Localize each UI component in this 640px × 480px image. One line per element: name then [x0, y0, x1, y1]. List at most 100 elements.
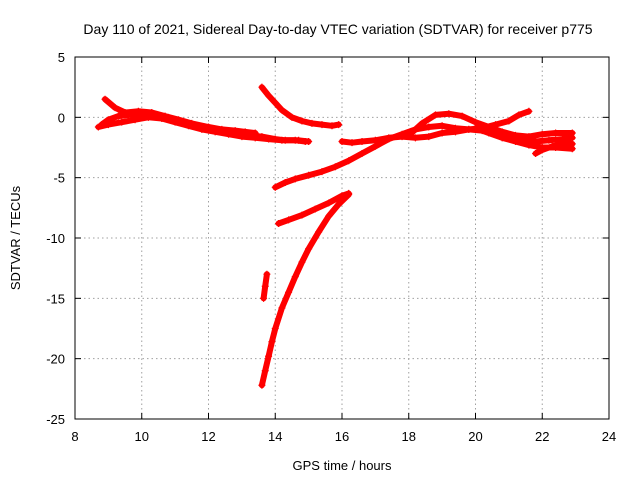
data-point — [438, 122, 446, 130]
data-point — [525, 141, 533, 149]
series-arc-4 — [258, 83, 343, 130]
data-point — [278, 106, 286, 114]
data-point — [472, 124, 479, 132]
y-tick-label: -15 — [46, 291, 65, 306]
data-point — [451, 128, 459, 136]
data-point — [158, 115, 166, 123]
y-tick-label: -5 — [53, 171, 65, 186]
y-tick-label: 0 — [58, 110, 65, 125]
data-point — [311, 205, 319, 213]
x-tick-label: 10 — [135, 429, 149, 444]
data-point — [345, 157, 353, 165]
data-point — [258, 83, 266, 91]
data-point — [184, 122, 192, 130]
data-point — [538, 130, 546, 138]
y-tick-label: -10 — [46, 231, 65, 246]
data-point — [261, 282, 269, 290]
data-point — [198, 125, 206, 133]
data-point — [121, 109, 129, 117]
data-point — [291, 136, 299, 144]
data-point — [425, 133, 433, 141]
data-point — [291, 175, 299, 183]
data-point — [498, 134, 506, 142]
data-point — [325, 199, 333, 207]
data-point — [515, 111, 523, 119]
data-point — [411, 134, 419, 142]
data-point — [398, 133, 406, 141]
data-point — [271, 325, 279, 332]
data-point — [358, 137, 366, 145]
data-point — [371, 136, 379, 144]
data-point — [260, 294, 268, 302]
data-point — [568, 140, 576, 148]
data-point — [371, 142, 379, 150]
data-point — [265, 135, 273, 143]
data-point — [338, 137, 346, 145]
data-point — [131, 116, 139, 124]
data-point — [472, 118, 479, 126]
series-arc-6 — [275, 189, 353, 228]
data-point — [498, 128, 506, 136]
data-series — [94, 83, 576, 389]
data-point — [325, 212, 333, 220]
data-point — [548, 142, 556, 150]
data-point — [305, 171, 313, 179]
data-point — [301, 137, 309, 145]
data-point — [144, 113, 152, 121]
data-point — [358, 150, 366, 158]
series-arc-8 — [260, 270, 271, 302]
data-point — [114, 112, 122, 120]
data-point — [335, 200, 343, 208]
data-point — [101, 95, 109, 103]
data-point — [285, 288, 293, 296]
data-point — [525, 107, 533, 115]
y-tick-label: -20 — [46, 352, 65, 367]
data-point — [345, 191, 353, 199]
data-point — [545, 136, 553, 144]
data-point — [118, 118, 126, 126]
data-point — [104, 121, 112, 129]
data-point — [171, 118, 179, 126]
data-point — [512, 137, 520, 145]
data-point — [405, 131, 413, 139]
data-point — [558, 140, 566, 148]
x-tick-label: 16 — [335, 429, 349, 444]
data-point — [278, 136, 286, 144]
data-point — [275, 220, 283, 228]
data-point — [552, 129, 560, 137]
chart-title: Day 110 of 2021, Sidereal Day-to-day VTE… — [83, 21, 592, 37]
y-tick-label: -25 — [46, 412, 65, 427]
series-trace — [258, 84, 342, 129]
data-point — [111, 104, 119, 112]
data-point — [305, 245, 313, 253]
data-point — [318, 168, 326, 176]
y-tick-label: 5 — [58, 50, 65, 65]
data-point — [271, 183, 279, 191]
data-point — [268, 338, 276, 346]
data-point — [261, 367, 269, 375]
data-point — [318, 121, 326, 129]
series-arc-3 — [94, 113, 309, 145]
series-arc-10 — [405, 110, 576, 141]
data-point — [238, 133, 246, 141]
data-point — [265, 352, 273, 360]
data-point — [298, 117, 306, 125]
data-point — [225, 130, 233, 138]
x-axis-label: GPS time / hours — [293, 458, 392, 473]
data-point — [251, 134, 259, 142]
data-point — [485, 129, 493, 137]
data-point — [335, 121, 343, 129]
data-point — [288, 113, 296, 121]
data-point — [485, 123, 493, 131]
series-arc-12 — [532, 140, 576, 158]
data-point — [445, 110, 453, 118]
x-tick-label: 24 — [602, 429, 616, 444]
x-tick-label: 20 — [468, 429, 482, 444]
x-tick-label: 22 — [535, 429, 549, 444]
data-point — [331, 163, 339, 171]
data-point — [385, 134, 393, 142]
data-point — [538, 146, 546, 154]
data-point — [465, 125, 473, 133]
x-tick-label: 8 — [71, 429, 78, 444]
